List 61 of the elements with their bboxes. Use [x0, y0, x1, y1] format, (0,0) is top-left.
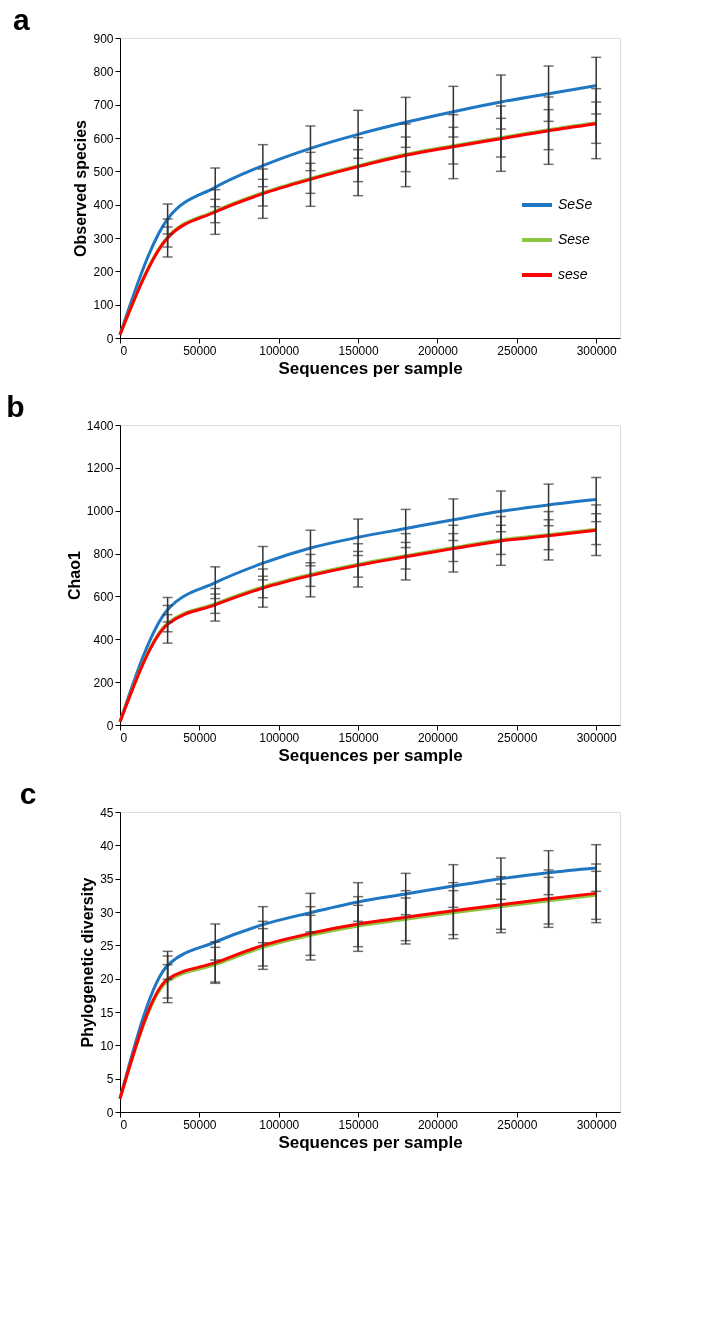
y-tick-label: 1000 [86, 504, 114, 519]
x-tick-label: 200000 [417, 730, 459, 745]
x-tick-label: 300000 [576, 343, 618, 358]
x-tick-label: 250000 [497, 1117, 538, 1132]
y-axis-title: Chao1 [65, 550, 83, 600]
legend-label: sese [558, 266, 588, 282]
chart-title: c [19, 777, 37, 810]
x-tick-label: 150000 [338, 730, 379, 745]
y-tick-label: 20 [100, 972, 114, 987]
y-tick-label: 0 [106, 718, 114, 733]
y-tick-label: 15 [100, 1005, 114, 1020]
x-tick-label: 0 [120, 730, 128, 745]
x-tick-label: 300000 [576, 1117, 618, 1132]
x-tick-label: 250000 [497, 730, 538, 745]
y-tick-label: 5 [106, 1072, 114, 1087]
y-tick-label: 100 [93, 298, 114, 313]
y-tick-label: 700 [93, 98, 114, 113]
x-tick-label: 50000 [183, 1117, 217, 1132]
y-tick-label: 600 [93, 131, 114, 146]
x-axis-title: Sequences per sample [278, 358, 463, 378]
y-tick-label: 0 [106, 1105, 114, 1120]
x-tick-label: 150000 [338, 343, 379, 358]
y-tick-label: 10 [100, 1038, 114, 1053]
chart-title: a [12, 3, 30, 36]
y-tick-label: 900 [93, 31, 114, 46]
y-tick-label: 35 [100, 872, 114, 887]
x-tick-label: 200000 [417, 343, 459, 358]
y-axis-title: Phylogenetic diversity [79, 877, 97, 1048]
x-axis-title: Sequences per sample [278, 745, 463, 765]
x-tick-label: 0 [120, 1117, 128, 1132]
x-tick-label: 100000 [259, 343, 300, 358]
x-tick-label: 300000 [576, 730, 618, 745]
y-tick-label: 500 [93, 164, 114, 179]
x-tick-label: 150000 [338, 1117, 379, 1132]
x-tick-label: 200000 [417, 1117, 459, 1132]
x-tick-label: 100000 [259, 730, 300, 745]
y-tick-label: 400 [93, 632, 114, 647]
x-tick-label: 0 [120, 343, 128, 358]
y-tick-label: 200 [93, 264, 114, 279]
y-tick-label: 200 [93, 675, 114, 690]
y-tick-label: 40 [100, 838, 114, 853]
legend-label: SeSe [558, 196, 593, 212]
y-tick-label: 600 [93, 589, 114, 604]
y-tick-label: 1200 [86, 461, 114, 476]
y-tick-label: 0 [106, 331, 114, 346]
chart-title: b [6, 390, 25, 423]
y-tick-label: 800 [93, 547, 114, 562]
legend-label: Sese [558, 231, 591, 247]
y-tick-label: 1400 [86, 418, 114, 433]
x-tick-label: 100000 [259, 1117, 300, 1132]
y-tick-label: 45 [100, 805, 114, 820]
y-tick-label: 300 [93, 231, 114, 246]
x-tick-label: 250000 [497, 343, 538, 358]
y-tick-label: 30 [100, 905, 114, 920]
y-tick-label: 800 [93, 64, 114, 79]
y-axis-title: Observed species [72, 119, 90, 257]
x-axis-title: Sequences per sample [278, 1132, 463, 1152]
x-tick-label: 50000 [183, 730, 217, 745]
y-tick-label: 25 [100, 938, 114, 953]
y-tick-label: 400 [93, 198, 114, 213]
x-tick-label: 50000 [183, 343, 217, 358]
